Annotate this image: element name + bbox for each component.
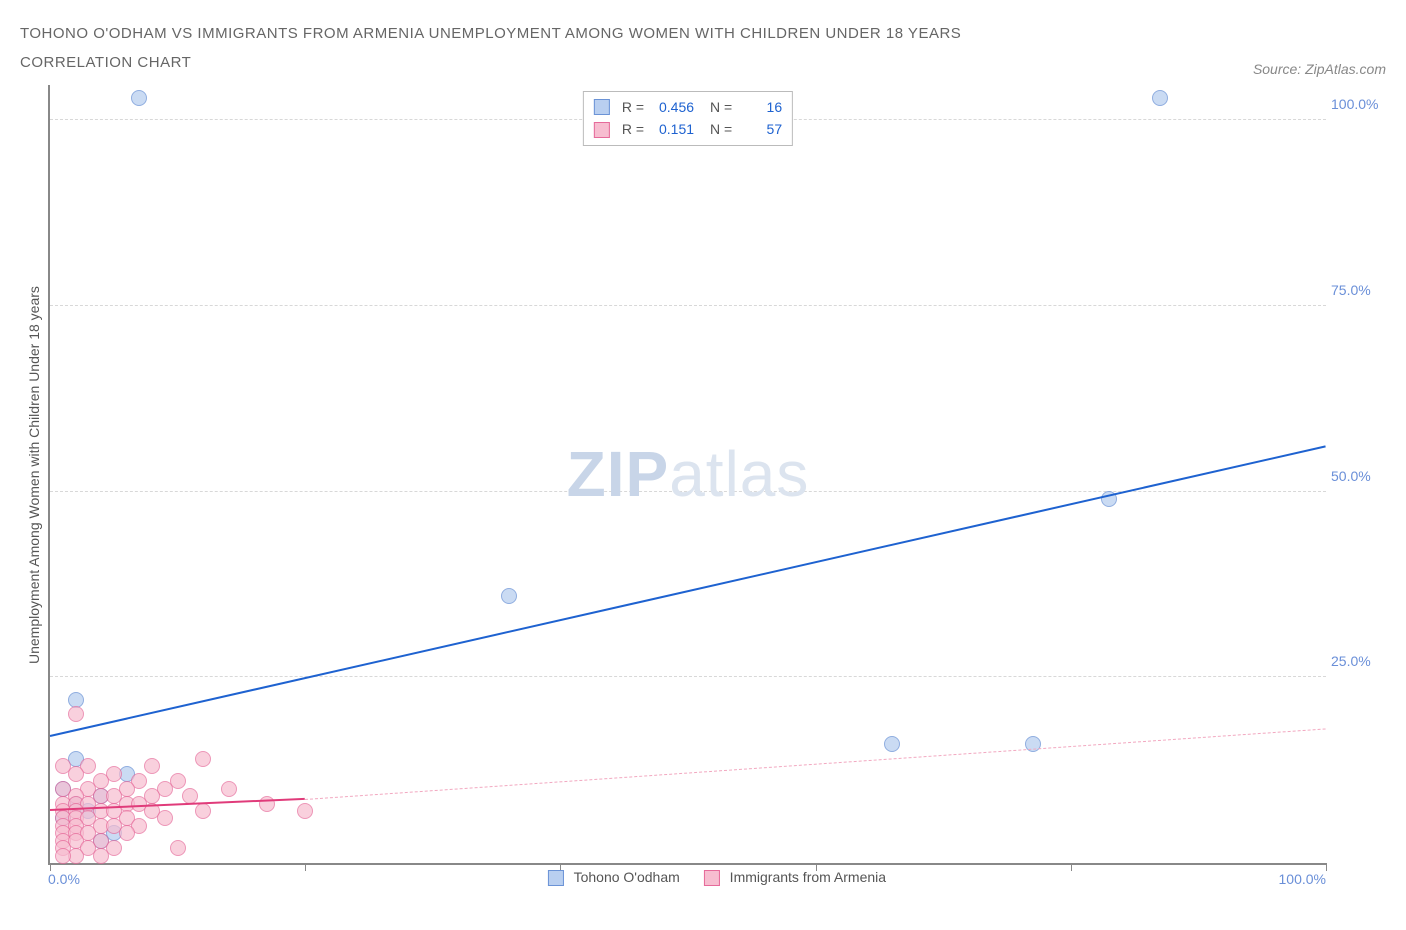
data-point [170, 840, 186, 856]
data-point [195, 751, 211, 767]
data-point [501, 588, 517, 604]
n-value-1: 16 [738, 96, 782, 118]
x-axis-row: 0.0% Tohono O'odham Immigrants from Arme… [48, 865, 1386, 905]
data-point [93, 848, 109, 864]
gridline [50, 676, 1326, 677]
chart-title-line1: TOHONO O'ODHAM VS IMMIGRANTS FROM ARMENI… [20, 20, 1386, 49]
legend-swatch-series2 [594, 122, 610, 138]
data-point [68, 692, 84, 708]
plot-wrapper: Unemployment Among Women with Children U… [20, 85, 1386, 865]
data-point [195, 803, 211, 819]
r-label-1: R = [622, 96, 644, 118]
data-point [884, 736, 900, 752]
legend-swatch-series1 [594, 99, 610, 115]
data-point [259, 796, 275, 812]
source-attribution: Source: ZipAtlas.com [1253, 61, 1386, 77]
data-point [221, 781, 237, 797]
data-point [68, 706, 84, 722]
plot-inner [50, 85, 1326, 863]
trend-line [50, 445, 1326, 737]
r-label-2: R = [622, 118, 644, 140]
x-axis-max-label: 100.0% [1279, 871, 1326, 887]
data-point [144, 758, 160, 774]
y-tick-label: 75.0% [1331, 282, 1386, 298]
legend-swatch-bottom-1 [548, 870, 564, 886]
data-point [1152, 90, 1168, 106]
gridline [50, 305, 1326, 306]
r-value-2: 0.151 [650, 118, 694, 140]
chart-title-line2: CORRELATION CHART [20, 49, 1386, 78]
correlation-legend: R = 0.456 N = 16 R = 0.151 N = 57 [583, 91, 793, 146]
legend-swatch-bottom-2 [704, 870, 720, 886]
r-value-1: 0.456 [650, 96, 694, 118]
chart-container: TOHONO O'ODHAM VS IMMIGRANTS FROM ARMENI… [20, 20, 1386, 905]
legend-label-series1: Tohono O'odham [574, 869, 680, 885]
legend-item-series1: Tohono O'odham [548, 869, 680, 886]
y-tick-label: 25.0% [1331, 653, 1386, 669]
y-tick-label: 50.0% [1331, 468, 1386, 484]
legend-item-series2: Immigrants from Armenia [704, 869, 886, 886]
data-point [157, 810, 173, 826]
trend-line [305, 728, 1326, 800]
x-axis-origin-label: 0.0% [48, 871, 80, 887]
plot-area: ZIPatlas R = 0.456 N = 16 R = 0.151 N = [48, 85, 1326, 865]
data-point [131, 90, 147, 106]
series-legend: Tohono O'odham Immigrants from Armenia [548, 869, 886, 886]
n-label-2: N = [710, 118, 732, 140]
n-label-1: N = [710, 96, 732, 118]
legend-row-series2: R = 0.151 N = 57 [594, 118, 782, 140]
y-axis-label: Unemployment Among Women with Children U… [20, 85, 48, 865]
y-tick-label: 100.0% [1331, 96, 1386, 112]
legend-row-series1: R = 0.456 N = 16 [594, 96, 782, 118]
data-point [297, 803, 313, 819]
data-point [55, 848, 71, 864]
chart-header: TOHONO O'ODHAM VS IMMIGRANTS FROM ARMENI… [20, 20, 1386, 77]
data-point [68, 766, 84, 782]
data-point [119, 825, 135, 841]
n-value-2: 57 [738, 118, 782, 140]
legend-label-series2: Immigrants from Armenia [730, 869, 886, 885]
